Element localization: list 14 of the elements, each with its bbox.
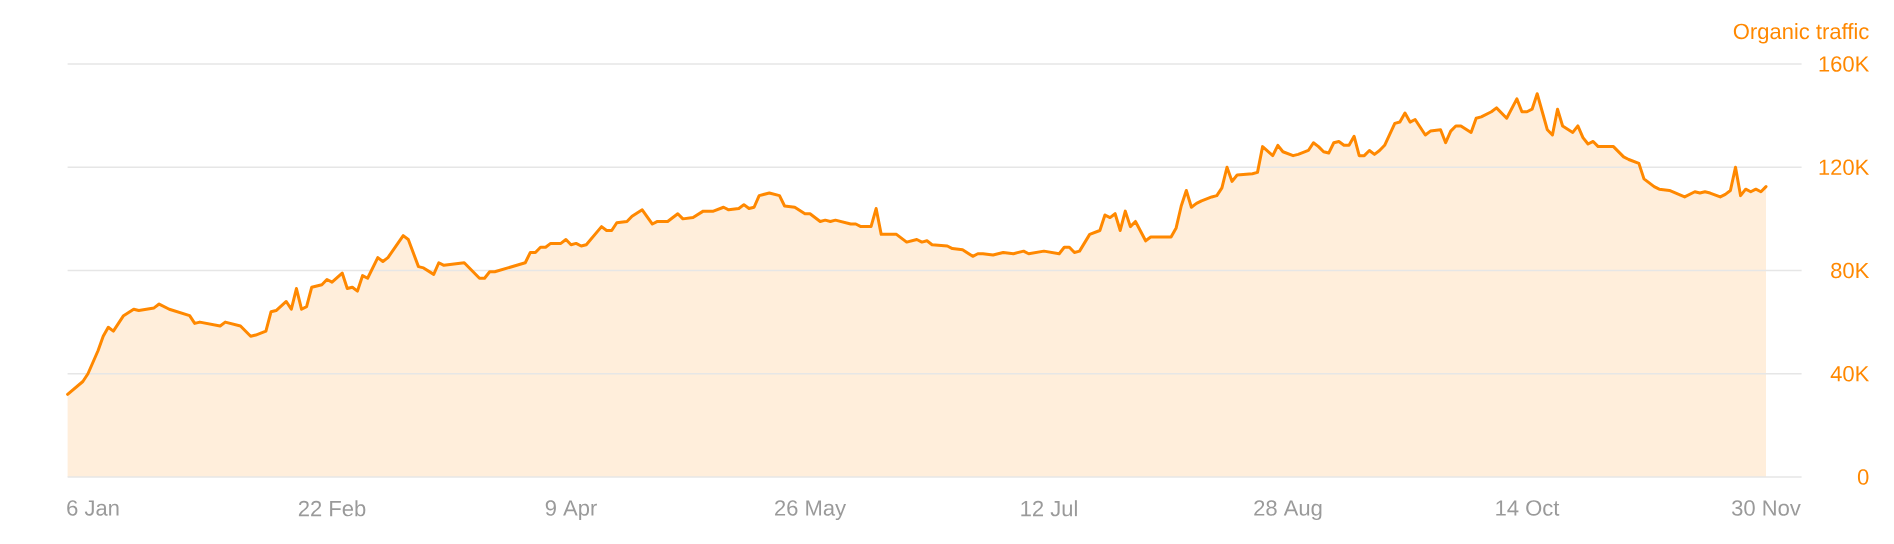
y-tick-label: 0 (1857, 469, 1869, 485)
x-tick-label: 14 Oct (1496, 500, 1560, 516)
y-axis-title: Organic traffic (1733, 23, 1869, 44)
y-tick-label: 160K (1819, 56, 1870, 72)
x-tick-label: 22 Feb (298, 500, 366, 517)
x-tick-label: 12 Jul (1021, 500, 1077, 517)
x-tick-label: 6 Jan (67, 500, 119, 516)
x-tick-label: 26 May (775, 500, 847, 521)
y-tick-label: 40K (1830, 365, 1870, 382)
x-tick-label: 28 Aug (1254, 500, 1322, 521)
x-tick-label: 9 Apr (545, 500, 597, 521)
y-tick-label: 80K (1831, 262, 1870, 279)
y-tick-label: 120K (1819, 159, 1870, 176)
x-tick-label: 30 Nov (1732, 500, 1801, 516)
